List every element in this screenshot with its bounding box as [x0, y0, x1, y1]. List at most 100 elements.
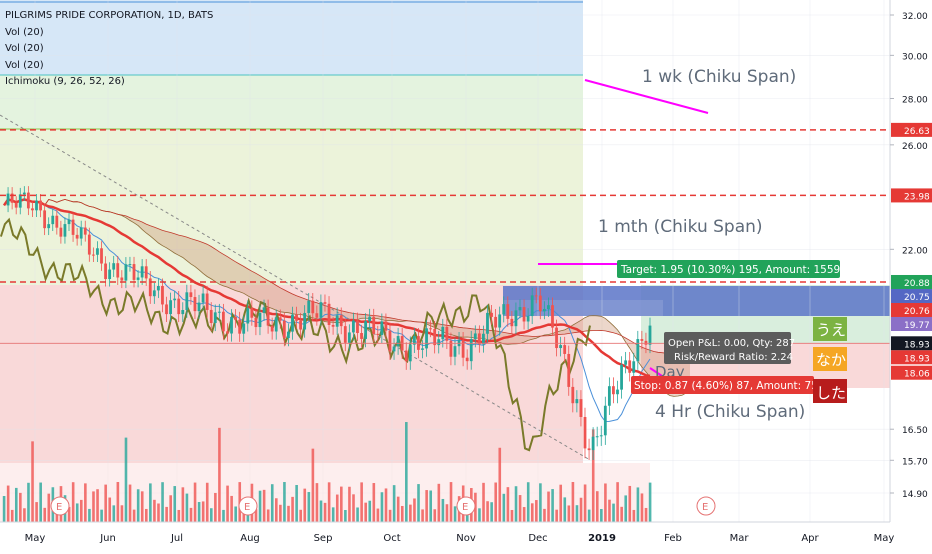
volume-bar	[583, 484, 587, 522]
candle-body	[299, 320, 302, 330]
legend-vol-2[interactable]: Vol (20)	[5, 43, 44, 54]
candle-body	[510, 318, 514, 327]
candle-body	[18, 194, 22, 208]
volume-bar	[157, 503, 160, 522]
shita-box	[813, 379, 847, 403]
volume-bar	[632, 509, 636, 522]
volume-bar	[169, 495, 172, 522]
candle-body	[343, 326, 347, 343]
volume-bar	[181, 487, 185, 522]
earnings-marker-4[interactable]: E	[696, 496, 716, 516]
candle-body	[429, 328, 433, 330]
chart-legend: PILGRIMS PRIDE CORPORATION, 1D, BATS Vol…	[5, 8, 213, 91]
earnings-marker-3[interactable]: E	[456, 496, 476, 516]
candle-body	[404, 350, 408, 362]
price-label-box	[891, 350, 932, 365]
candle-body	[575, 399, 579, 404]
volume-bar	[543, 508, 546, 522]
candle-body	[221, 311, 225, 332]
target-label-box[interactable]	[617, 260, 840, 278]
volume-bar	[145, 508, 148, 522]
candle-body	[612, 386, 615, 395]
volume-bar	[563, 497, 567, 522]
volume-bar	[514, 486, 518, 522]
volume-bar	[530, 503, 534, 522]
candle-body	[607, 386, 611, 406]
candle-body	[433, 329, 437, 346]
candle-body	[514, 310, 518, 327]
candle-body	[246, 308, 250, 324]
legend-ichimoku[interactable]: Ichimoku (9, 26, 52, 26)	[5, 76, 125, 87]
candle-body	[152, 290, 156, 297]
volume-bar	[67, 506, 71, 522]
earnings-marker-3-label: E	[462, 502, 468, 513]
volume-bar	[323, 502, 327, 522]
annotation-1wk: 1 wk (Chiku Span)	[642, 67, 796, 87]
y-tick-label: 14.90	[902, 490, 928, 500]
target-label: Target: 1.95 (10.30%) 195, Amount: 1559.…	[620, 264, 857, 276]
volume-bar	[79, 499, 83, 522]
candle-body	[209, 309, 213, 324]
volume-bar	[571, 482, 575, 522]
blue-box-light	[503, 300, 663, 316]
legend-vol-3[interactable]: Vol (20)	[5, 59, 44, 71]
candle-body	[96, 248, 99, 255]
candle-body	[270, 325, 274, 332]
candle-body	[534, 295, 538, 297]
candle-body	[461, 340, 465, 358]
price-label-box	[891, 288, 932, 303]
candle-body	[67, 219, 71, 225]
candle-body	[599, 435, 603, 437]
y-tick-label: 28.00	[902, 96, 928, 106]
volume-bar	[429, 490, 433, 522]
price-label-box	[891, 188, 932, 203]
pnl-box[interactable]	[664, 332, 791, 364]
volume-bar	[315, 483, 319, 522]
legend-symbol[interactable]: PILGRIMS PRIDE CORPORATION, 1D, BATS	[5, 10, 214, 21]
x-tick-label: Feb	[664, 533, 682, 544]
candle-body	[502, 304, 506, 315]
candle-body	[498, 314, 502, 328]
legend-vol-1[interactable]: Vol (20)	[5, 26, 44, 38]
candle-body	[173, 298, 177, 301]
earnings-marker-2[interactable]: E	[238, 496, 258, 516]
x-axis[interactable]: May Jun Jul Aug Sep Oct Nov Dec 2019 Feb Mar Apr May	[25, 533, 895, 544]
volume-bar	[587, 509, 591, 522]
volume-bar	[486, 501, 489, 522]
y-axis[interactable]: 32.00 30.00 28.00 26.00 22.00 16.50 15.70 14.90	[890, 12, 928, 500]
candle-body	[169, 300, 172, 315]
candle-body	[352, 320, 355, 333]
candle-body	[392, 346, 396, 352]
candle-body	[315, 313, 319, 318]
candle-body	[75, 234, 79, 239]
candle-body	[258, 312, 262, 328]
earnings-marker-1[interactable]: E	[50, 496, 70, 516]
candle-body	[100, 248, 103, 264]
candle-body	[22, 192, 26, 195]
volume-bar	[539, 483, 542, 522]
arrow-1wk[interactable]	[584, 79, 709, 114]
volume-bar	[392, 485, 396, 522]
volume-bar	[502, 493, 506, 522]
volume-bar	[27, 482, 30, 522]
price-label-box	[891, 122, 932, 137]
volume-bar	[437, 483, 441, 522]
price-label-box	[891, 336, 932, 351]
candle-body	[43, 210, 47, 229]
candle-body	[640, 339, 644, 341]
candle-body	[161, 286, 164, 305]
candle-body	[226, 331, 229, 334]
grid	[0, 0, 890, 522]
volume-bar	[311, 448, 315, 522]
volume-bar	[478, 508, 481, 522]
candle-body	[26, 192, 30, 209]
stop-label-box[interactable]	[631, 376, 814, 394]
volume-bar	[307, 492, 311, 522]
candle-body	[567, 353, 571, 387]
candle-body	[14, 202, 18, 208]
candle-body	[331, 324, 335, 327]
volume-bar	[376, 508, 380, 522]
volume-bar	[510, 509, 514, 522]
